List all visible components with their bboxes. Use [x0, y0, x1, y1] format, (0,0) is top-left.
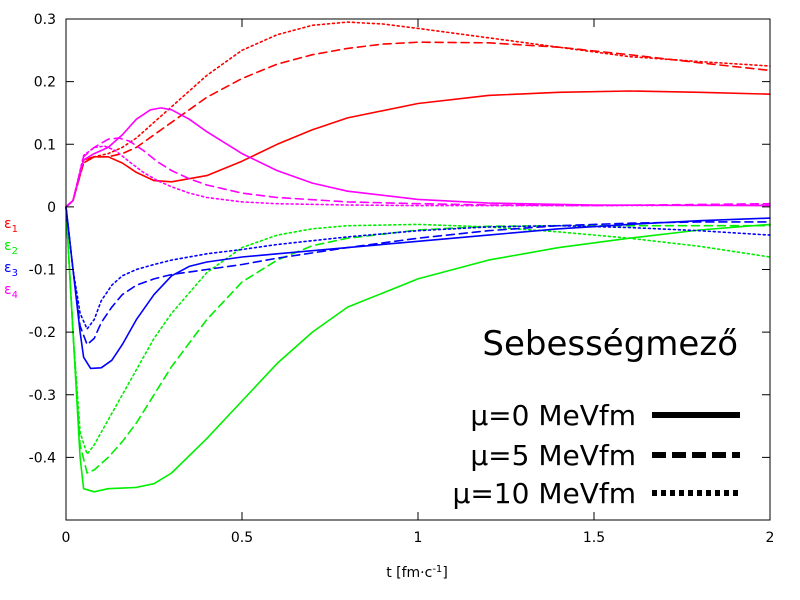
x-axis-label-superscript: -1: [432, 564, 442, 575]
y-tick-label: 0: [47, 200, 56, 216]
series-line-eps3-mu10: [65, 206, 771, 330]
series-line-eps1-mu10: [65, 21, 771, 208]
series-line-eps3-mu5: [65, 206, 771, 346]
plot-frame: [65, 18, 771, 521]
y-axis: 0.3 0.2 0.1 0 -0.1 -0.2 -0.3 -0.4: [29, 12, 770, 466]
series-line-eps4-mu0: [65, 107, 771, 208]
series-line-eps4-mu10: [65, 145, 771, 208]
y-tick-label: 0.1: [34, 137, 56, 153]
series-layer: [65, 21, 771, 493]
x-tick-label: 2: [766, 530, 775, 546]
legend-label-mu0: μ=0 MeVfm: [470, 399, 636, 432]
component-labels: ε1 ε2 ε3 ε4: [4, 216, 18, 301]
series-line-eps1-mu0: [65, 90, 771, 208]
legend-label-mu10: μ=10 MeVfm: [453, 477, 636, 510]
y-tick-label: -0.4: [29, 450, 56, 466]
legend: μ=0 MeVfm μ=5 MeVfm μ=10 MeVfm: [453, 399, 740, 510]
y-tick-label: -0.3: [29, 388, 56, 404]
component-label-eps4: ε4: [4, 282, 18, 301]
x-tick-label: 0: [62, 530, 71, 546]
series-line-eps4-mu5: [65, 137, 771, 208]
y-tick-label: -0.2: [29, 325, 56, 341]
y-tick-label: -0.1: [29, 263, 56, 279]
component-label-eps2: ε2: [4, 238, 18, 257]
x-axis: 0 0.5 1 1.5 2: [62, 19, 775, 546]
component-label-eps1: ε1: [4, 216, 18, 235]
x-tick-label: 1.5: [583, 530, 605, 546]
legend-label-mu5: μ=5 MeVfm: [470, 439, 636, 472]
y-tick-label: 0.3: [34, 12, 56, 28]
x-tick-label: 0.5: [231, 530, 253, 546]
x-axis-label: t [fm·c-1]: [386, 564, 448, 581]
series-line-eps2-mu0: [65, 206, 771, 493]
series-line-eps1-mu5: [65, 41, 771, 208]
x-tick-label: 1: [414, 530, 423, 546]
component-label-eps3: ε3: [4, 260, 18, 279]
series-line-eps3-mu0: [65, 206, 771, 370]
annotation-sebessegmezo: Sebességmező: [482, 324, 738, 364]
y-tick-label: 0.2: [34, 75, 56, 91]
